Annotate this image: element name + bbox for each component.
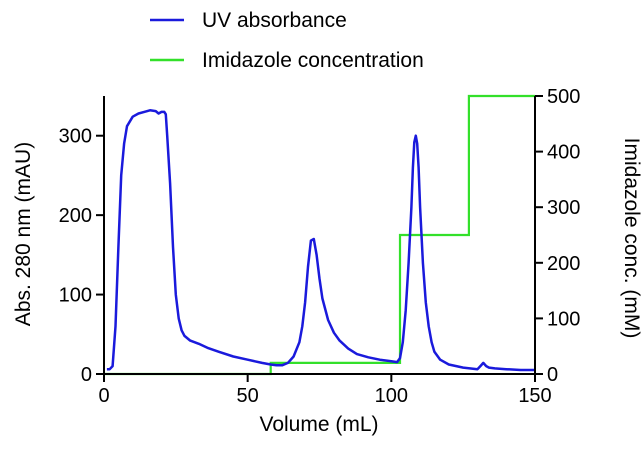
x-tick-label: 50 <box>237 385 259 407</box>
x-axis-title: Volume (mL) <box>259 413 378 436</box>
x-tick-label: 150 <box>518 385 551 407</box>
y-right-tick-label: 200 <box>547 253 580 275</box>
x-axis: 0 50 100 150 <box>98 373 552 407</box>
legend-label-imidazole: Imidazole concentration <box>202 49 424 72</box>
y-left-tick-label: 100 <box>59 285 92 307</box>
x-tick-label: 0 <box>98 385 109 407</box>
y-left-tick-label: 200 <box>59 205 92 227</box>
x-tick-label: 100 <box>375 385 408 407</box>
y-axis-right: 0 100 200 300 400 500 <box>534 86 580 386</box>
legend-label-uv: UV absorbance <box>202 9 347 32</box>
y-left-tick-label: 0 <box>81 364 92 386</box>
y-axis-left-title: Abs. 280 nm (mAU) <box>12 142 35 326</box>
series-line-imidazole <box>104 94 535 376</box>
y-axis-right-title: Imidazole conc. (mM) <box>620 138 642 339</box>
y-right-tick-label: 100 <box>547 308 580 330</box>
legend: UV absorbance Imidazole concentration <box>150 9 424 72</box>
series-line-uv <box>106 109 535 372</box>
y-right-tick-label: 500 <box>547 86 580 108</box>
y-left-tick-label: 300 <box>59 126 92 148</box>
y-right-tick-label: 300 <box>547 197 580 219</box>
plot-area <box>104 94 535 376</box>
y-right-tick-label: 0 <box>547 364 558 386</box>
y-right-tick-label: 400 <box>547 142 580 164</box>
y-axis-left: 0 100 200 300 <box>59 96 105 386</box>
